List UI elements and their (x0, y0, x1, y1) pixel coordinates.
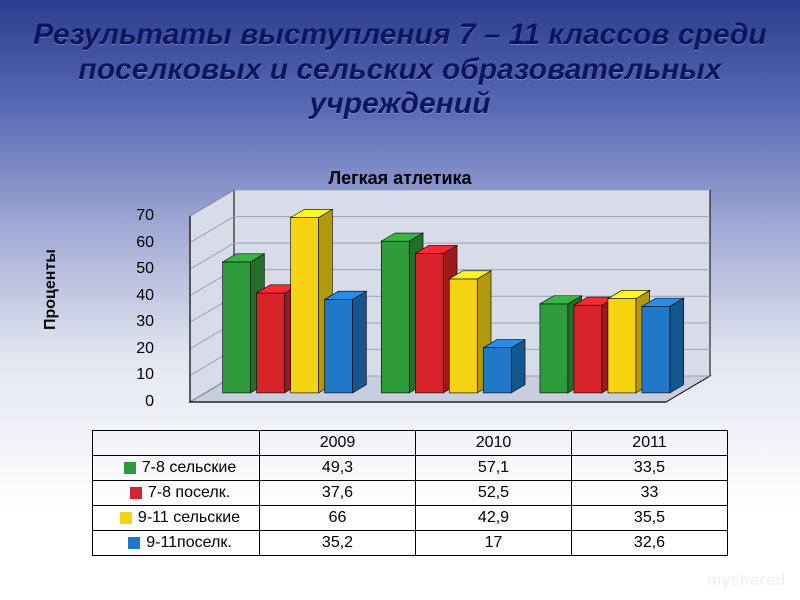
legend-cell: 7-8 поселк. (93, 481, 260, 506)
table-col-header: 2010 (416, 431, 572, 456)
legend-swatch (124, 462, 136, 474)
legend-swatch (120, 512, 132, 524)
y-tick: 50 (120, 260, 154, 278)
table-value: 35,2 (260, 531, 416, 556)
legend-swatch (128, 537, 140, 549)
legend-cell: 9-11 сельские (93, 506, 260, 531)
y-tick: 70 (120, 207, 154, 225)
y-axis-label: Проценты (42, 249, 60, 330)
table-value: 17 (416, 531, 572, 556)
chart-plot (160, 200, 710, 410)
slide: Результаты выступления 7 – 11 классов ср… (0, 0, 800, 600)
table-value: 32,6 (572, 531, 728, 556)
watermark: myshared (708, 572, 786, 590)
table-col-header: 2011 (572, 431, 728, 456)
legend-cell: 9-11поселк. (93, 531, 260, 556)
legend-cell: 7-8 сельские (93, 456, 260, 481)
y-tick: 30 (120, 313, 154, 331)
y-tick: 10 (120, 366, 154, 384)
table-value: 66 (260, 506, 416, 531)
data-table: 200920102011 7-8 сельские49,357,133,5 7-8 … (92, 430, 728, 556)
table-value: 52,5 (416, 481, 572, 506)
y-tick: 20 (120, 340, 154, 358)
table-value: 37,6 (260, 481, 416, 506)
chart-subtitle: Легкая атлетика (0, 168, 800, 189)
y-tick: 40 (120, 287, 154, 305)
table-value: 33,5 (572, 456, 728, 481)
table-value: 33 (572, 481, 728, 506)
table-col-header: 2009 (260, 431, 416, 456)
table-value: 49,3 (260, 456, 416, 481)
y-tick: 60 (120, 234, 154, 252)
table-value: 35,5 (572, 506, 728, 531)
legend-swatch (130, 487, 142, 499)
y-tick: 0 (120, 393, 154, 411)
slide-title: Результаты выступления 7 – 11 классов ср… (0, 18, 800, 122)
table-value: 42,9 (416, 506, 572, 531)
table-value: 57,1 (416, 456, 572, 481)
